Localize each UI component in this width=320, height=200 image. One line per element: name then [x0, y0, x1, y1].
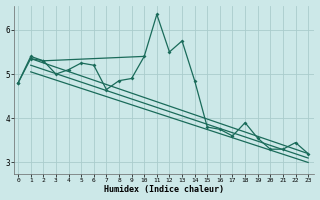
X-axis label: Humidex (Indice chaleur): Humidex (Indice chaleur) [104, 185, 224, 194]
